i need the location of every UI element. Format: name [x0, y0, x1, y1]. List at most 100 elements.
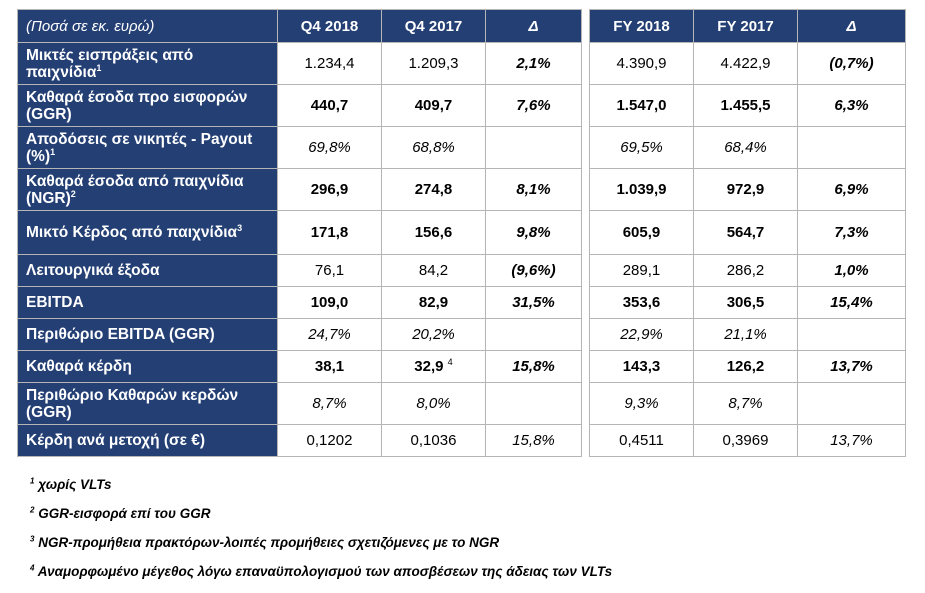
row-label-text: Κέρδη ανά μετοχή (σε €)	[26, 432, 206, 449]
cell-fy-2018-value: 0,4511	[619, 432, 664, 449]
cell-delta-year-value: (0,7%)	[829, 55, 874, 72]
cell-delta-quarter-value: 15,8%	[512, 432, 555, 449]
column-gap	[581, 210, 590, 255]
cell-fy-2017-value: 564,7	[726, 224, 765, 241]
cell-delta-year: 15,4%	[797, 286, 906, 319]
row-label: Καθαρά έσοδα προ εισφορών (GGR)	[17, 84, 278, 127]
footnote-text: Αναμορφωμένο μέγεθος λόγω επαναϋπολογισμ…	[37, 564, 613, 579]
cell-q4-2017-value: 84,2	[418, 262, 449, 279]
cell-fy-2018-value: 143,3	[622, 358, 661, 375]
table-row: Μικτό Κέρδος από παιχνίδια3 171,8 156,6 9,8…	[17, 210, 906, 255]
cell-fy-2018: 289,1	[589, 254, 694, 287]
footnote-number: 4	[30, 563, 35, 573]
row-label: Αποδόσεις σε νικητές - Payout (%)1	[17, 126, 278, 169]
cell-delta-year-value: 7,3%	[834, 224, 869, 241]
table-row: Αποδόσεις σε νικητές - Payout (%)1 69,8% 6…	[17, 126, 906, 169]
footnote-number: 2	[30, 505, 35, 515]
column-gap	[581, 84, 590, 127]
cell-delta-year	[797, 126, 906, 169]
cell-delta-year-value: 1,0%	[834, 262, 869, 279]
column-gap	[581, 318, 590, 351]
footnote: 3 NGR-προμήθεια πρακτόρων-λοιπές προμήθε…	[30, 535, 612, 564]
table-row: Καθαρά έσοδα από παιχνίδια (NGR)2 296,9 27…	[17, 168, 906, 211]
cell-q4-2018: 1.234,4	[277, 42, 382, 85]
cell-q4-2017-value: 68,8%	[412, 139, 455, 156]
cell-fy-2017-value: 21,1%	[724, 326, 767, 343]
cell-fy-2018-value: 289,1	[622, 262, 661, 279]
cell-fy-2017-value: 972,9	[726, 181, 765, 198]
cell-delta-quarter: 8,1%	[485, 168, 582, 211]
cell-fy-2017-value: 1.455,5	[720, 97, 771, 114]
footnote-marker: 4	[447, 357, 453, 367]
cell-q4-2018: 76,1	[277, 254, 382, 287]
footnote-text: NGR-προμήθεια πρακτόρων-λοιπές προμήθειε…	[38, 535, 500, 550]
row-label: Περιθώριο EBITDA (GGR)	[17, 318, 278, 351]
cell-fy-2017-value: 306,5	[726, 294, 765, 311]
row-label-text: Καθαρά έσοδα προ εισφορών (GGR)	[26, 88, 248, 123]
table-body: Μικτές εισπράξεις από παιχνίδια1 1.234,4 1…	[17, 42, 906, 457]
cell-fy-2018: 69,5%	[589, 126, 694, 169]
table-row: Κέρδη ανά μετοχή (σε €) 0,1202 0,1036 15,8%…	[17, 424, 906, 457]
cell-q4-2017: 156,6	[381, 210, 486, 255]
cell-fy-2017: 126,2	[693, 350, 798, 383]
cell-fy-2017: 306,5	[693, 286, 798, 319]
row-label: Μικτές εισπράξεις από παιχνίδια1	[17, 42, 278, 85]
cell-q4-2017: 409,7	[381, 84, 486, 127]
footnote-marker: 1	[96, 62, 102, 73]
cell-q4-2018-value: 24,7%	[308, 326, 351, 343]
cell-q4-2017-value: 20,2%	[412, 326, 455, 343]
cell-q4-2017-value: 8,0%	[416, 395, 451, 412]
cell-delta-quarter: (9,6%)	[485, 254, 582, 287]
column-gap	[581, 350, 590, 383]
footnote-text: GGR-εισφορά επί του GGR	[38, 506, 211, 521]
cell-delta-quarter-value: 2,1%	[516, 55, 551, 72]
cell-fy-2017: 286,2	[693, 254, 798, 287]
cell-fy-2017: 0,3969	[693, 424, 798, 457]
cell-delta-quarter-value: (9,6%)	[511, 262, 556, 279]
cell-delta-quarter: 15,8%	[485, 350, 582, 383]
cell-q4-2018-value: 109,0	[310, 294, 349, 311]
cell-fy-2017: 972,9	[693, 168, 798, 211]
cell-q4-2018-value: 69,8%	[308, 139, 351, 156]
column-gap	[581, 9, 590, 43]
cell-fy-2017: 21,1%	[693, 318, 798, 351]
cell-q4-2017-value: 32,9	[414, 358, 444, 375]
cell-fy-2017-value: 286,2	[726, 262, 765, 279]
cell-q4-2017: 274,8	[381, 168, 486, 211]
table-row: Λειτουργικά έξοδα 76,1 84,2 (9,6%) 289,1 286,…	[17, 254, 906, 287]
cell-fy-2018: 1.039,9	[589, 168, 694, 211]
cell-fy-2017: 68,4%	[693, 126, 798, 169]
cell-fy-2017-value: 0,3969	[722, 432, 769, 449]
cell-fy-2018: 9,3%	[589, 382, 694, 425]
cell-delta-year	[797, 318, 906, 351]
row-label-text: EBITDA	[26, 294, 84, 311]
row-label-text: Περιθώριο Καθαρών κερδών (GGR)	[26, 386, 239, 421]
cell-q4-2018: 69,8%	[277, 126, 382, 169]
cell-delta-year: 13,7%	[797, 350, 906, 383]
cell-delta-year: 6,9%	[797, 168, 906, 211]
row-label: Κέρδη ανά μετοχή (σε €)	[17, 424, 278, 457]
cell-delta-quarter-value: 9,8%	[516, 224, 551, 241]
cell-q4-2017-value: 82,9	[418, 294, 449, 311]
cell-q4-2018-value: 38,1	[314, 358, 345, 375]
cell-fy-2018: 1.547,0	[589, 84, 694, 127]
cell-fy-2018-value: 9,3%	[624, 395, 659, 412]
cell-q4-2018: 109,0	[277, 286, 382, 319]
cell-delta-year: 7,3%	[797, 210, 906, 255]
header-amounts-note: (Ποσά σε εκ. ευρώ)	[17, 9, 278, 43]
cell-q4-2017: 8,0%	[381, 382, 486, 425]
row-label: EBITDA	[17, 286, 278, 319]
cell-delta-quarter: 9,8%	[485, 210, 582, 255]
footnote-marker: 3	[237, 222, 243, 233]
row-label-text: Μικτό Κέρδος από παιχνίδια	[26, 224, 238, 241]
table-row: Μικτές εισπράξεις από παιχνίδια1 1.234,4 1…	[17, 42, 906, 85]
row-label-text: Αποδόσεις σε νικητές - Payout (%)	[26, 130, 253, 165]
table-row: Καθαρά κέρδη 38,1 32,9 4 15,8% 143,3 126,2 13,…	[17, 350, 906, 383]
cell-fy-2018-value: 605,9	[622, 224, 661, 241]
header-q4-2018: Q4 2018	[277, 9, 382, 43]
column-gap	[581, 382, 590, 425]
cell-fy-2017: 564,7	[693, 210, 798, 255]
cell-q4-2018-value: 76,1	[314, 262, 345, 279]
cell-delta-quarter: 31,5%	[485, 286, 582, 319]
cell-delta-quarter-value: 7,6%	[516, 97, 551, 114]
